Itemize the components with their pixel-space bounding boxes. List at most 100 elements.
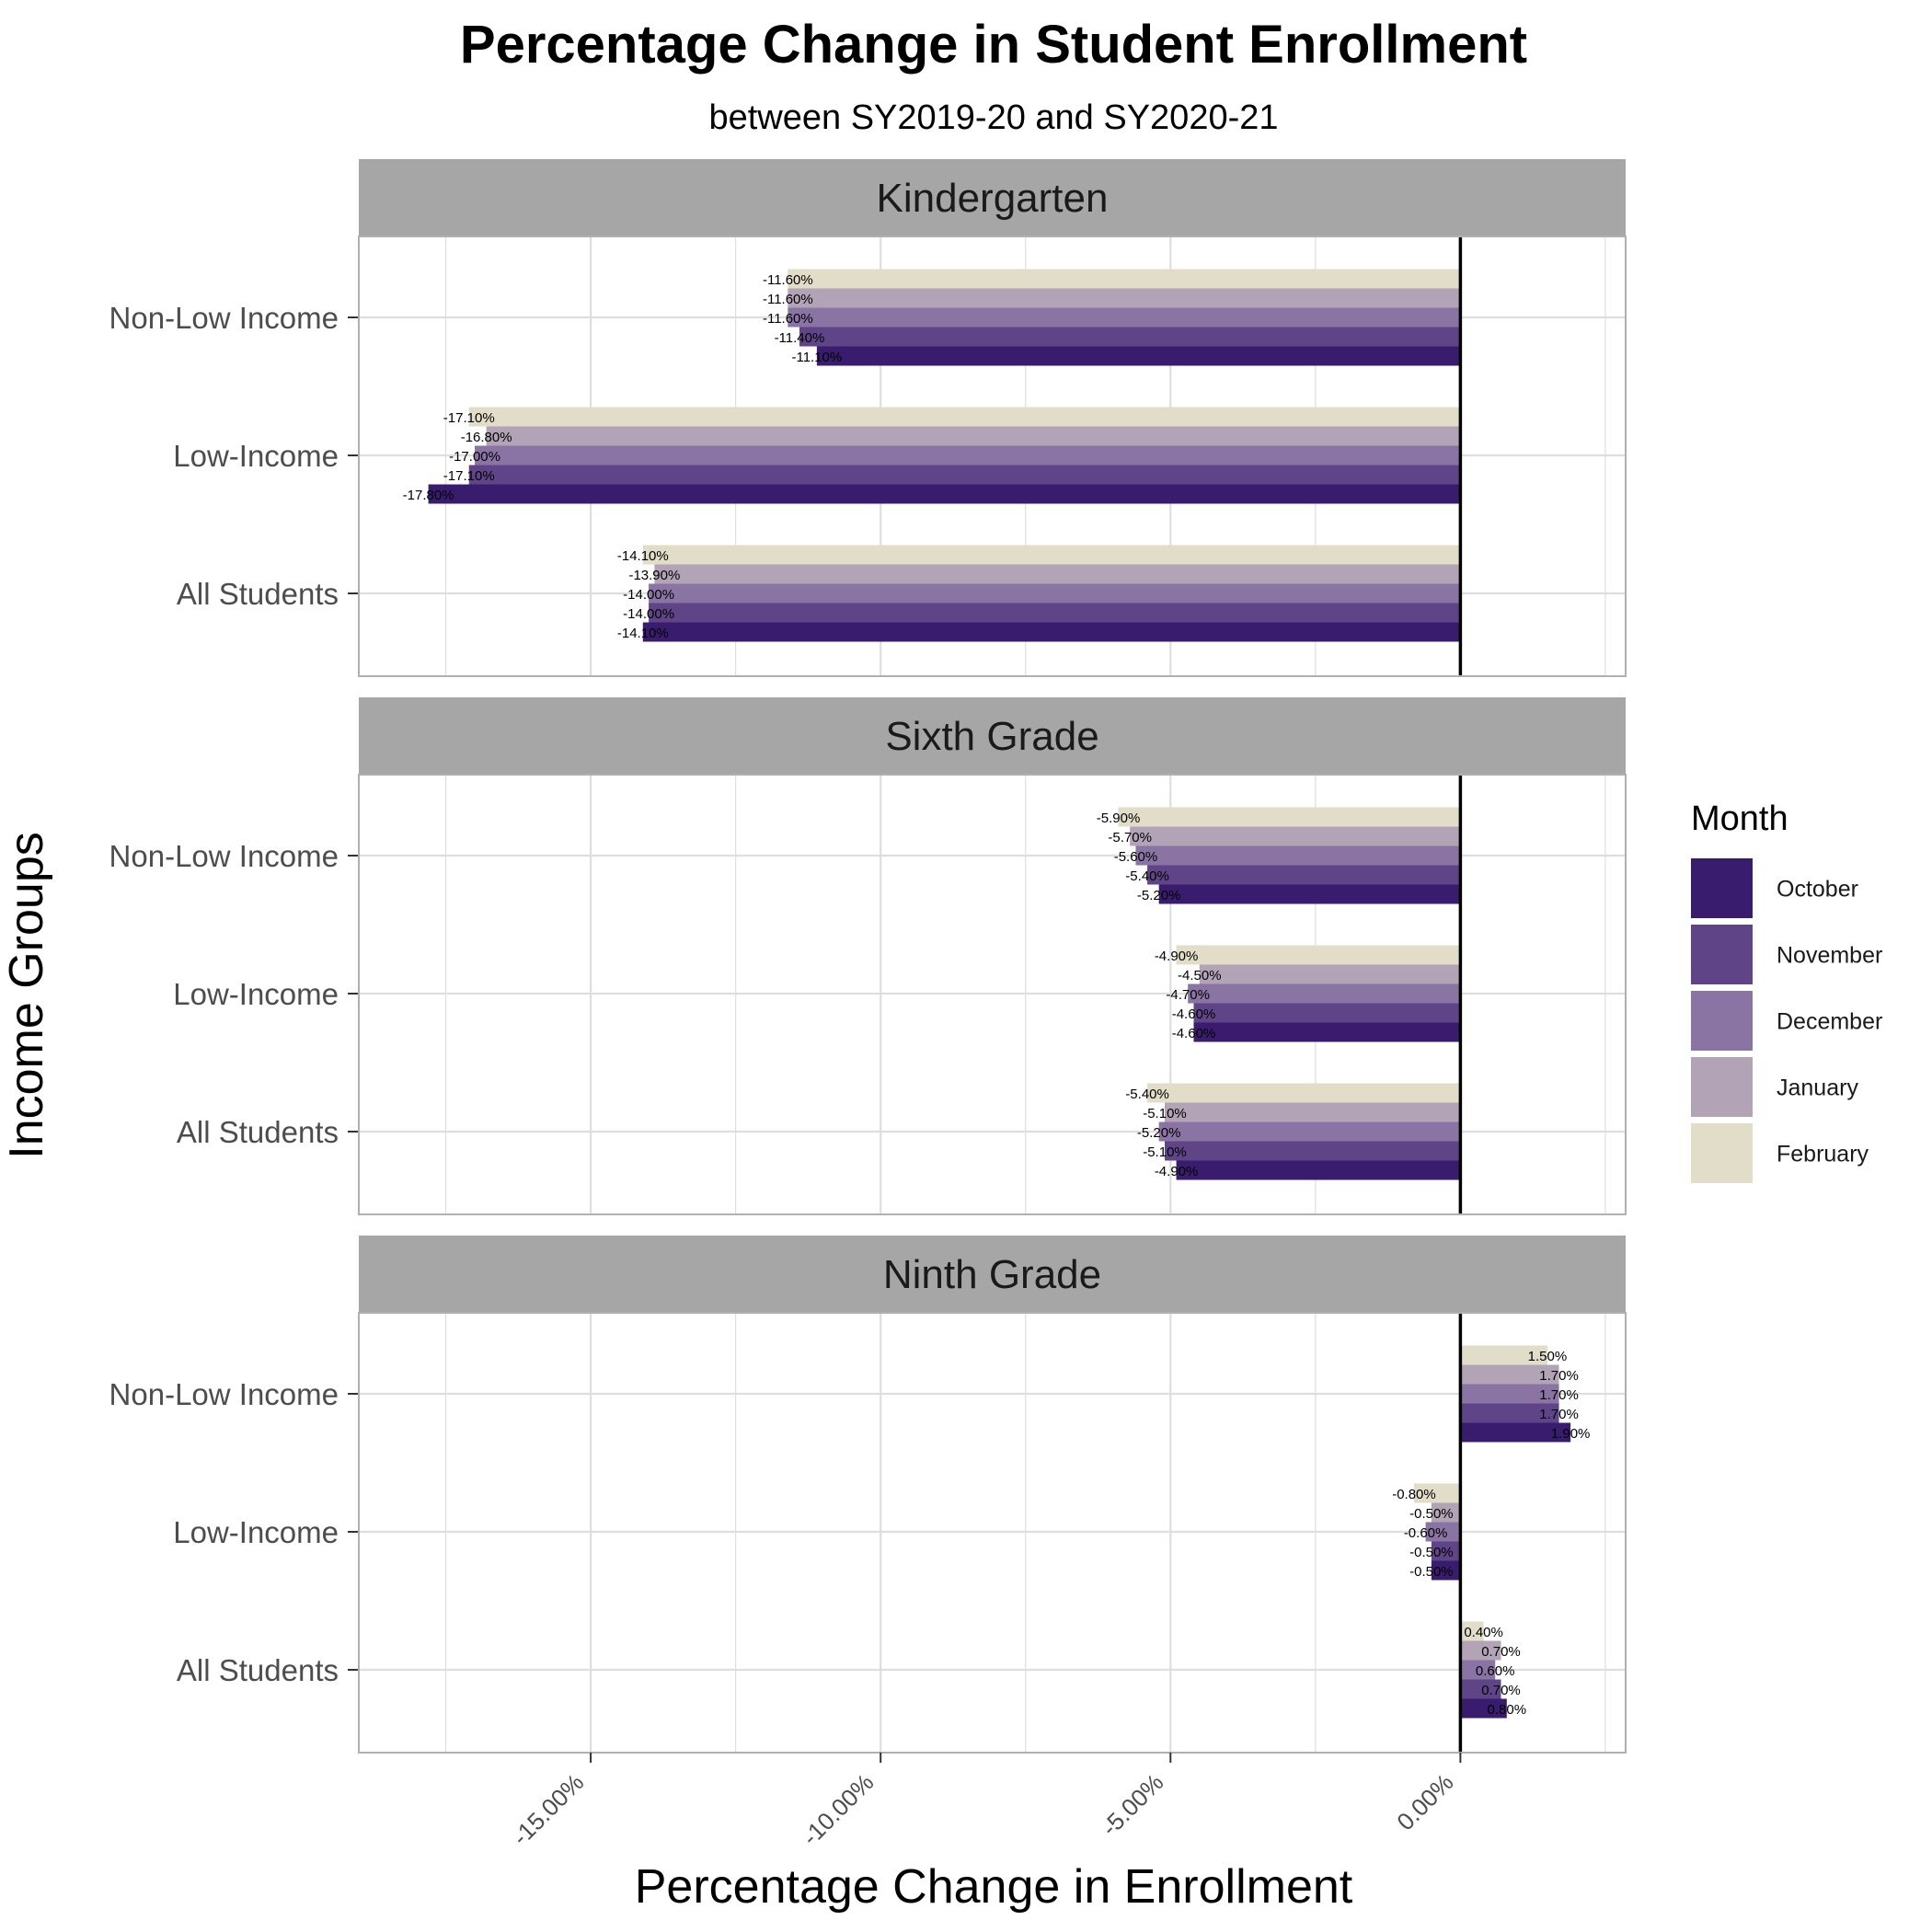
x-tick-label: -10.00%	[797, 1768, 880, 1851]
panel-border	[358, 236, 1627, 677]
x-tick-label: 0.00%	[1391, 1768, 1458, 1835]
bar-january	[1460, 1364, 1559, 1385]
legend: Month October November December January Febr…	[1691, 799, 1882, 1183]
data-label: -4.90%	[1155, 949, 1199, 964]
facet-strip-title: Ninth Grade	[883, 1252, 1101, 1297]
legend-swatch-december	[1691, 991, 1753, 1051]
data-label: -14.00%	[623, 606, 674, 622]
bar-november	[1193, 1003, 1461, 1023]
bar-december	[788, 307, 1461, 328]
data-label: -14.10%	[617, 626, 669, 641]
bar-december	[1188, 983, 1461, 1004]
data-label: 0.40%	[1464, 1625, 1503, 1640]
facet-panels: Kindergarten Non-Low Income -11.10% -11.40%…	[109, 159, 1627, 1754]
data-label: -13.90%	[628, 568, 680, 583]
bar-october	[642, 622, 1461, 642]
data-label: -0.50%	[1409, 1564, 1454, 1580]
data-label: -5.60%	[1114, 849, 1158, 865]
category-label: Low-Income	[173, 439, 339, 473]
bar-december	[1460, 1660, 1496, 1680]
legend-swatch-october	[1691, 858, 1753, 918]
data-label: -4.50%	[1178, 968, 1222, 983]
data-label: -5.20%	[1137, 1125, 1181, 1141]
bar-january	[788, 288, 1461, 308]
category-label: Non-Low Income	[109, 301, 339, 335]
bar-november	[468, 465, 1461, 485]
bar-november	[1164, 1141, 1461, 1161]
legend-label-february: February	[1777, 1142, 1869, 1167]
x-axis-title: Percentage Change in Enrollment	[635, 1860, 1353, 1914]
x-tick-label: -5.00%	[1096, 1768, 1168, 1841]
legend-label-january: January	[1777, 1075, 1858, 1101]
panel-border	[358, 1312, 1627, 1754]
facet-strip-title: Kindergarten	[877, 176, 1109, 221]
data-label: -17.00%	[449, 449, 500, 465]
data-label: -4.60%	[1172, 1026, 1216, 1041]
data-label: 1.90%	[1551, 1426, 1591, 1442]
data-label: 0.60%	[1476, 1663, 1515, 1679]
data-label: -4.60%	[1172, 1006, 1216, 1022]
bar-december	[1425, 1522, 1461, 1542]
bar-october	[816, 346, 1461, 366]
bar-december	[1135, 845, 1461, 866]
bar-october	[1176, 1160, 1461, 1180]
data-label: -5.90%	[1097, 811, 1141, 826]
category-label: Non-Low Income	[109, 839, 339, 873]
legend-label-october: October	[1777, 877, 1858, 903]
bar-january	[486, 426, 1461, 446]
data-label: -17.10%	[443, 410, 495, 426]
data-label: 0.70%	[1481, 1644, 1521, 1660]
category-label: All Students	[177, 1653, 339, 1687]
bar-october	[1431, 1560, 1461, 1581]
data-label: -0.60%	[1404, 1525, 1448, 1541]
bar-february	[788, 269, 1461, 289]
category-label: Non-Low Income	[109, 1377, 339, 1411]
bar-october	[1158, 884, 1461, 904]
data-label: 1.50%	[1528, 1349, 1568, 1364]
category-label: Low-Income	[173, 977, 339, 1011]
data-label: -11.60%	[763, 311, 813, 327]
data-label: -0.50%	[1409, 1545, 1454, 1560]
data-label: -11.10%	[791, 350, 842, 365]
bar-february	[1460, 1621, 1484, 1641]
data-label: -5.70%	[1108, 830, 1152, 845]
legend-label-november: November	[1777, 943, 1882, 969]
y-axis-title: Income Groups	[0, 832, 53, 1159]
data-label: -11.40%	[775, 330, 825, 346]
facet-strip	[359, 697, 1626, 775]
bar-january	[1199, 964, 1461, 984]
category-label: All Students	[177, 577, 339, 611]
facet-strip-title: Sixth Grade	[885, 714, 1098, 759]
data-label: -11.60%	[763, 292, 813, 307]
bar-december	[475, 445, 1461, 466]
x-axis: -15.00% -10.00% -5.00% 0.00%	[507, 1753, 1462, 1851]
data-label: 1.70%	[1539, 1407, 1579, 1422]
data-label: -4.90%	[1155, 1164, 1199, 1179]
legend-title: Month	[1691, 799, 1788, 838]
bar-december	[1460, 1384, 1559, 1404]
bar-january	[1164, 1102, 1461, 1122]
chart-subtitle: between SY2019-20 and SY2020-21	[708, 98, 1278, 137]
data-label: -16.80%	[461, 430, 512, 445]
bar-january	[1130, 826, 1461, 846]
bar-january	[1460, 1640, 1501, 1661]
facet-panel: Kindergarten Non-Low Income -11.10% -11.40%…	[109, 159, 1627, 677]
bar-february	[1147, 1083, 1461, 1103]
bar-february	[1176, 945, 1461, 965]
data-label: -14.10%	[617, 548, 669, 564]
category-label: All Students	[177, 1115, 339, 1149]
bar-october	[1460, 1698, 1507, 1719]
bar-december	[1158, 1121, 1461, 1142]
bar-february	[1460, 1345, 1547, 1365]
facet-panel: Sixth Grade Non-Low Income -5.20% -5.40% -5.…	[109, 697, 1627, 1215]
bar-december	[649, 583, 1461, 604]
bar-november	[799, 327, 1461, 347]
category-label: Low-Income	[173, 1515, 339, 1549]
bar-november	[1147, 865, 1461, 885]
bar-february	[468, 407, 1461, 427]
data-label: 1.70%	[1539, 1387, 1579, 1403]
facet-panel: Ninth Grade Non-Low Income 1.90% 1.70% 1.70%…	[109, 1236, 1627, 1754]
legend-label-december: December	[1777, 1009, 1882, 1035]
bar-october	[1460, 1422, 1571, 1443]
